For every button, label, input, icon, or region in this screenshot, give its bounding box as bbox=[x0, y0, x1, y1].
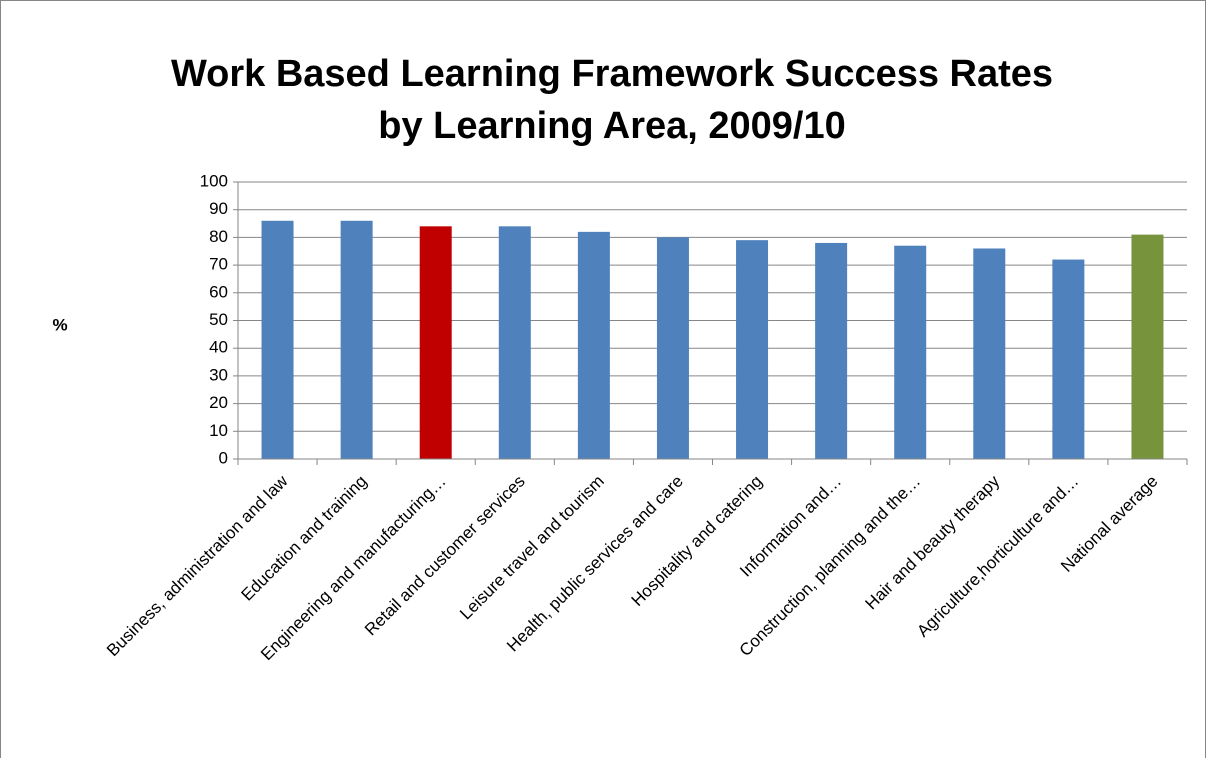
y-tick-label: 100 bbox=[200, 171, 228, 190]
y-tick-label: 90 bbox=[209, 199, 228, 218]
bar bbox=[261, 220, 294, 459]
y-tick-label: 40 bbox=[209, 338, 228, 357]
y-axis-label: % bbox=[52, 315, 67, 334]
y-tick-label: 80 bbox=[209, 227, 228, 246]
y-tick-label: 60 bbox=[209, 282, 228, 301]
y-tick-label: 70 bbox=[209, 255, 228, 274]
bar bbox=[340, 220, 373, 459]
y-tick-label: 30 bbox=[209, 365, 228, 384]
bar bbox=[973, 248, 1006, 459]
bar bbox=[577, 231, 610, 459]
bar bbox=[419, 226, 452, 459]
bar bbox=[815, 242, 848, 459]
bar bbox=[1052, 259, 1085, 459]
bar bbox=[736, 240, 769, 459]
bar bbox=[894, 245, 927, 459]
bar bbox=[498, 226, 531, 459]
y-tick-label: 20 bbox=[209, 393, 228, 412]
chart-title: by Learning Area, 2009/10 bbox=[378, 105, 846, 147]
y-tick-label: 0 bbox=[219, 448, 228, 467]
chart-title: Work Based Learning Framework Success Ra… bbox=[171, 53, 1053, 95]
y-tick-label: 10 bbox=[209, 421, 228, 440]
bar bbox=[1131, 234, 1164, 459]
bar bbox=[656, 237, 689, 459]
y-tick-label: 50 bbox=[209, 310, 228, 329]
